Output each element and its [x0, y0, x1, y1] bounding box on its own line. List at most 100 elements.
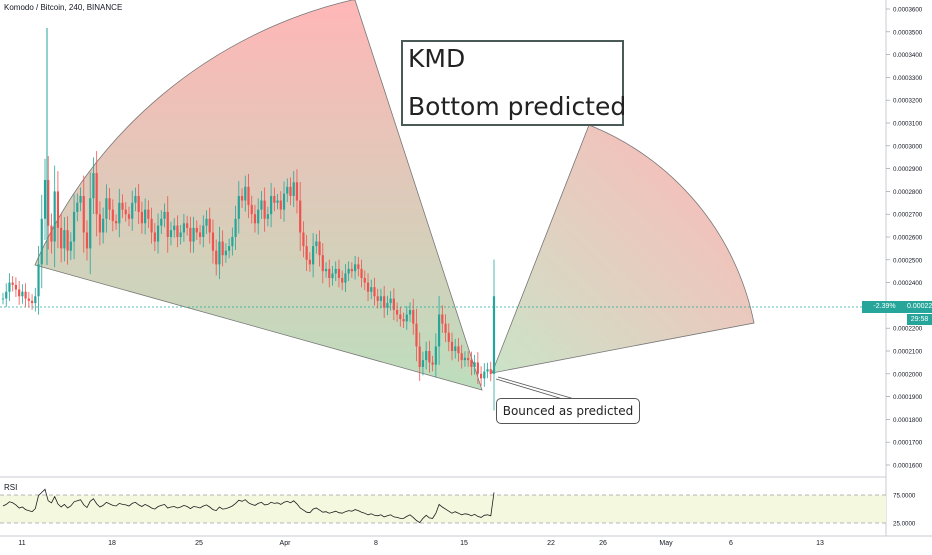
candle-body [137, 195, 140, 212]
candle-body [47, 180, 50, 226]
rsi-band [0, 495, 886, 523]
candle-body [163, 211, 166, 219]
candle-body [56, 191, 60, 228]
candle-body [114, 221, 118, 224]
candle-body [395, 309, 399, 315]
callout-label[interactable]: Bounced as predicted [496, 398, 640, 424]
candle-body [72, 211, 76, 242]
candle-body [105, 198, 108, 219]
y-tick-label: 0.0003400 [893, 52, 923, 59]
candle-body [60, 227, 63, 249]
price-change-badge: -2.39% [862, 301, 907, 313]
candle-body [63, 230, 66, 249]
candle-body [124, 209, 127, 215]
candle-body [166, 211, 169, 237]
annotation-box[interactable]: KMD Bottom predicted [401, 40, 627, 126]
candle-body [334, 268, 337, 274]
candle-body [186, 223, 189, 228]
candle-body [111, 209, 114, 222]
candle-body [189, 227, 192, 242]
candle-body [76, 202, 79, 212]
candle-body [302, 232, 305, 247]
candle-body [318, 241, 321, 256]
candle-body [402, 319, 405, 322]
candle-body [192, 227, 195, 242]
candle-body [321, 255, 324, 272]
y-tick-label: 0.0003000 [893, 143, 923, 150]
rsi-line [2, 488, 495, 524]
candle-body [308, 259, 311, 265]
candle-body [357, 264, 360, 269]
candle-body [1, 298, 5, 300]
candle-body [415, 323, 418, 347]
candle-body [182, 223, 185, 233]
y-tick-label: 0.0002000 [893, 371, 923, 378]
candle-body [282, 193, 286, 210]
y-tick-label: 0.0001600 [893, 463, 923, 470]
candle-body [299, 200, 302, 233]
candle-body [228, 246, 231, 251]
candle-body [169, 230, 173, 237]
candle-body [218, 241, 221, 265]
candle-body [224, 250, 227, 256]
candle-body [50, 225, 53, 242]
candle-body [486, 369, 489, 372]
candle-body [376, 296, 379, 301]
x-tick-label: May [659, 540, 673, 547]
candle-body [473, 362, 476, 367]
candle-body [176, 225, 179, 237]
candle-body [27, 298, 30, 301]
candle-body [231, 237, 234, 247]
candle-body [347, 268, 350, 274]
candle-body [18, 289, 21, 297]
x-tick-label: Apr [280, 540, 292, 547]
y-tick-label: 0.0002400 [893, 280, 923, 287]
candle-body [134, 195, 137, 203]
x-tick-label: 6 [729, 540, 733, 547]
candle-body [476, 362, 479, 374]
candle-body [173, 225, 176, 231]
rsi-tick-label: 75.0000 [893, 493, 916, 500]
candle-body [89, 198, 92, 249]
candle-body [147, 209, 150, 219]
candle-body [305, 246, 308, 260]
candle-body [331, 273, 334, 279]
rsi-tick-label: 25.0000 [893, 521, 916, 528]
candle-body [389, 298, 392, 304]
candle-body [253, 214, 257, 224]
y-tick-label: 0.0002600 [893, 235, 923, 242]
y-tick-label: 0.0001700 [893, 440, 923, 447]
annotation-line-2: Bottom predicted [408, 92, 627, 121]
candle-body [370, 287, 373, 292]
candle-body [266, 214, 269, 219]
candle-body [312, 246, 315, 265]
y-tick-label: 0.0002700 [893, 212, 923, 219]
x-tick-label: 11 [18, 540, 25, 547]
candle-body [289, 186, 292, 196]
candle-body [273, 195, 276, 203]
candle-body [34, 296, 37, 304]
candle-body [260, 200, 263, 210]
candle-body [14, 284, 18, 290]
candle-body [156, 225, 160, 242]
candle-body [144, 209, 147, 224]
candle-body [211, 232, 215, 251]
candle-body [257, 209, 260, 224]
candle-body [447, 332, 450, 342]
x-tick-label: 13 [816, 540, 824, 547]
x-tick-label: 8 [374, 540, 378, 547]
candle-body [328, 268, 331, 279]
candle-body [344, 273, 347, 283]
candle-body [202, 225, 205, 237]
candle-body [483, 371, 486, 379]
candle-body [11, 282, 14, 285]
candle-body [131, 202, 134, 219]
countdown-badge: 29:58 [907, 314, 932, 325]
candle-body [341, 278, 344, 283]
candle-body [66, 230, 69, 251]
fib-fan-right[interactable] [491, 124, 755, 374]
y-tick-label: 0.0003600 [893, 7, 923, 14]
candle-body [108, 198, 111, 210]
